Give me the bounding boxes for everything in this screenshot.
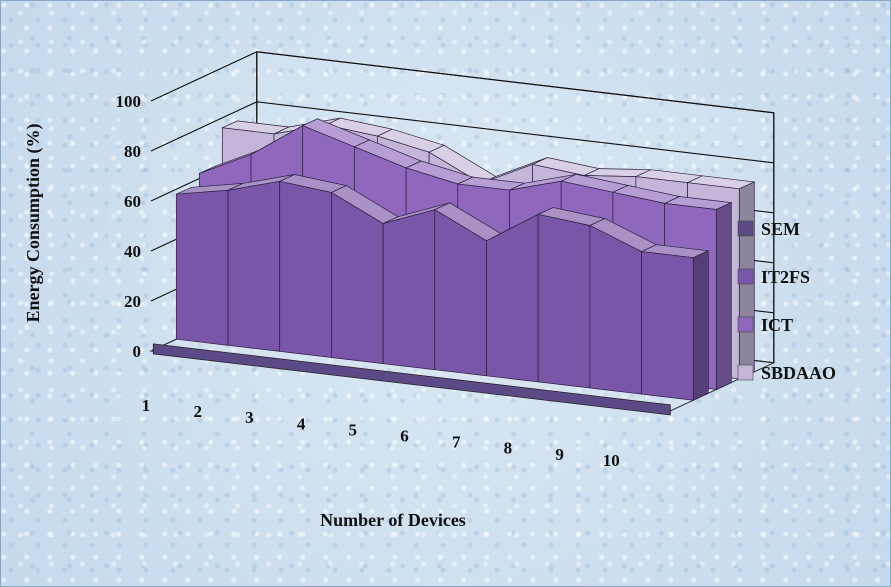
y-tick-label: 20 — [124, 292, 141, 311]
legend-label-sbdaao: SBDAAO — [761, 363, 836, 383]
x-tick-label: 9 — [555, 445, 564, 464]
x-tick-label: 7 — [452, 433, 461, 452]
area-mark — [641, 251, 694, 401]
x-tick-label: 10 — [603, 451, 620, 470]
area-mark — [486, 213, 539, 383]
y-tick-label: 0 — [133, 342, 142, 361]
x-tick-label: 8 — [504, 439, 513, 458]
x-tick-label: 5 — [349, 420, 358, 439]
x-axis-title: Number of Devices — [320, 510, 466, 530]
legend-swatch-ict — [737, 316, 754, 333]
x-tick-label: 6 — [400, 427, 409, 446]
area-mark — [537, 213, 591, 389]
legend-swatch-it2fs — [737, 268, 754, 285]
x-tick-label: 2 — [193, 402, 202, 421]
y-tick-labels: 0 20 40 60 80 100 — [116, 92, 142, 361]
legend-label-ict: ICT — [761, 315, 793, 335]
area-mark — [227, 180, 281, 352]
x-tick-labels: 1 2 3 4 5 6 7 8 9 10 — [142, 396, 620, 470]
series-it2fs — [175, 174, 710, 401]
area-mark — [589, 224, 642, 395]
area-mark — [279, 180, 332, 358]
series-sem — [152, 343, 671, 416]
legend-label-it2fs: IT2FS — [761, 267, 810, 287]
x-tick-label: 3 — [245, 408, 254, 427]
area-end-cap — [692, 250, 709, 401]
gridline — [150, 51, 774, 114]
y-tick-label: 80 — [124, 142, 141, 161]
x-tick-label: 1 — [142, 396, 151, 415]
gridline — [150, 101, 774, 164]
legend-swatch-sem — [737, 220, 754, 237]
y-tick-label: 100 — [116, 92, 142, 111]
area-mark — [382, 209, 436, 371]
y-tick-label: 40 — [124, 242, 141, 261]
chart-series — [152, 117, 756, 416]
legend-swatch-sbdaao — [737, 364, 754, 381]
area-end-cap — [715, 202, 732, 391]
y-axis-title: Energy Consumption (%) — [23, 123, 44, 322]
legend: SEM IT2FS ICT SBDAAO — [737, 219, 836, 383]
area-mark — [175, 189, 229, 346]
y-tick-label: 60 — [124, 192, 141, 211]
legend-label-sem: SEM — [761, 219, 800, 239]
x-tick-label: 4 — [297, 414, 306, 433]
area-mark — [152, 343, 671, 416]
